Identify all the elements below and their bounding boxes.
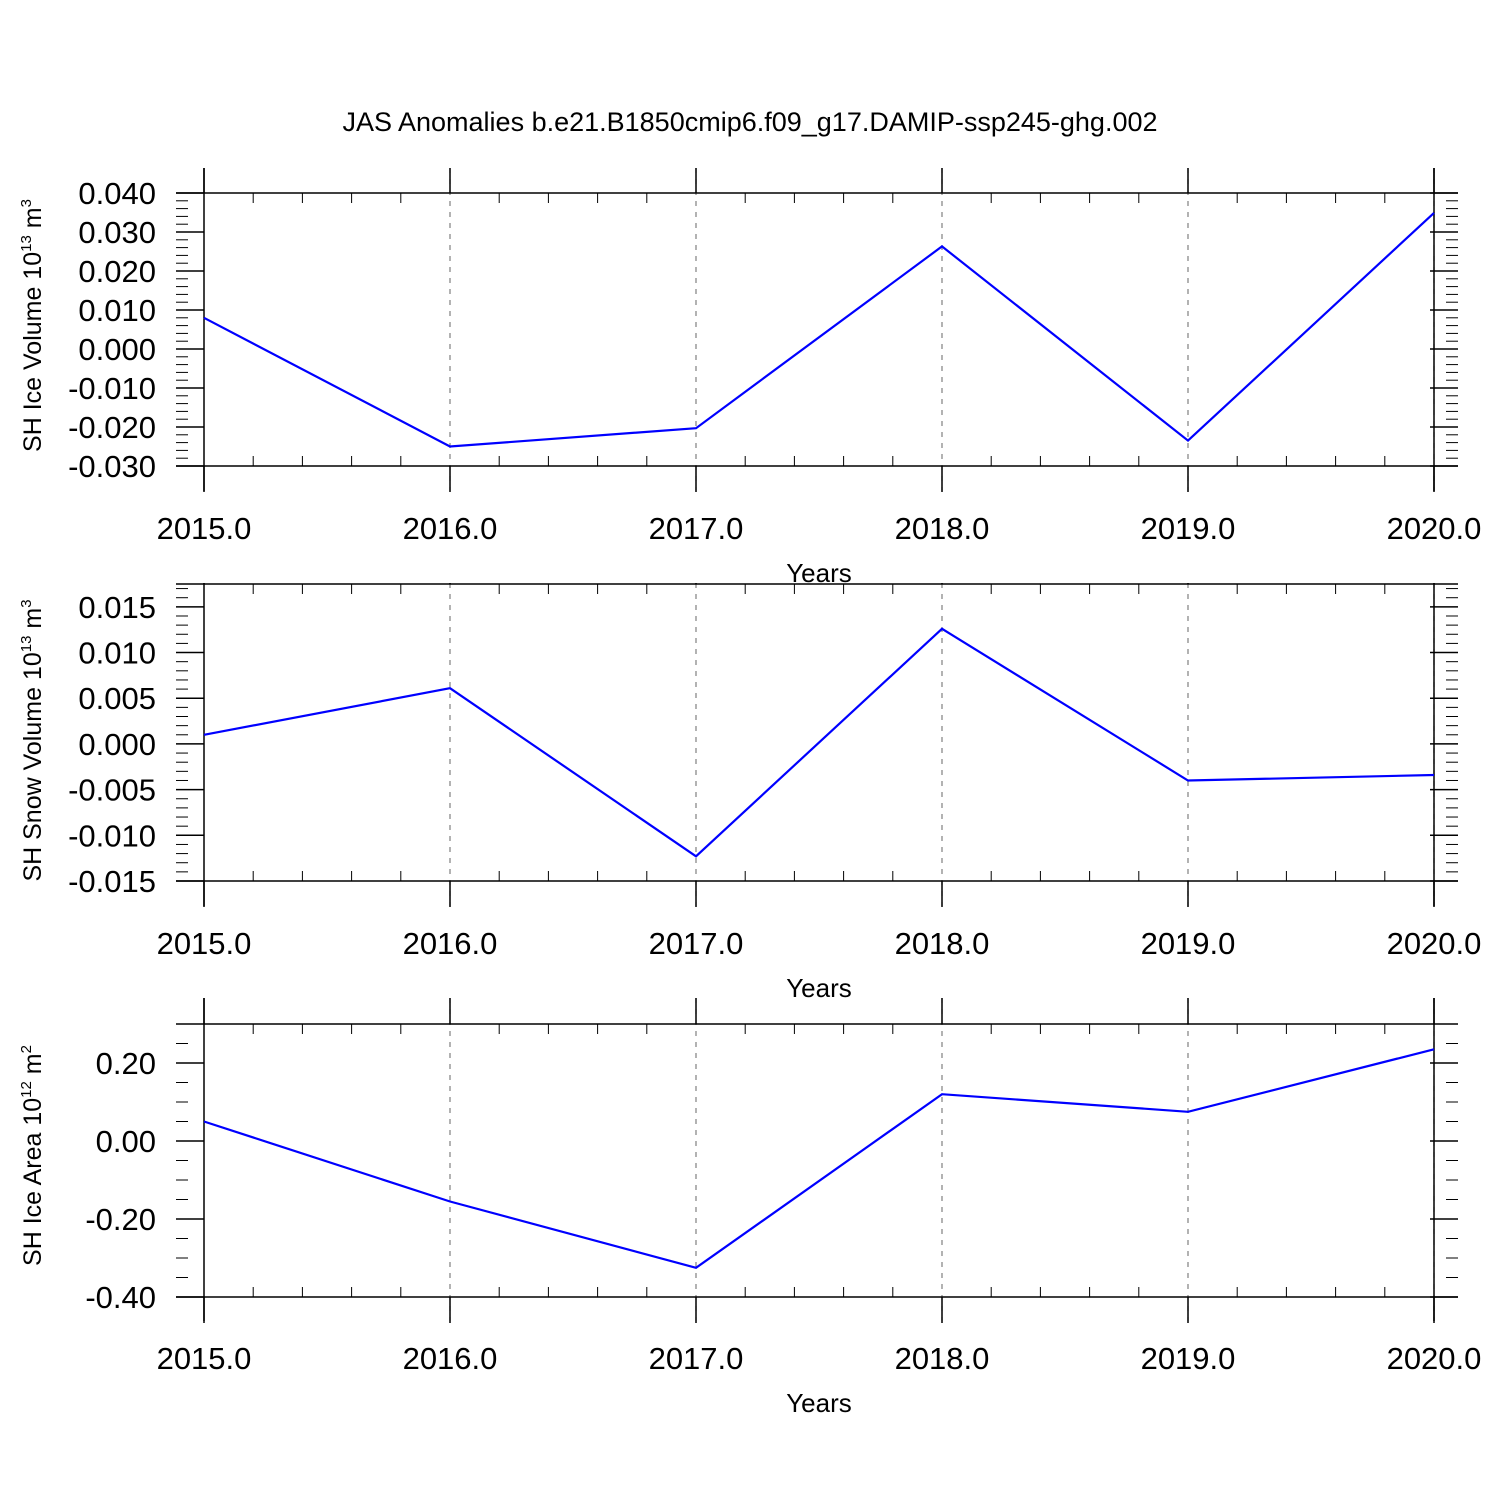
panel-1: 2015.0 2016.0 2017.0 2018.0 2019.0 2020.0 -0.0… bbox=[18, 168, 1481, 588]
y-axis-label-part: 3 bbox=[18, 199, 35, 207]
x-tick-label: 2015.0 bbox=[157, 926, 252, 961]
x-tick-label: 2020.0 bbox=[1387, 511, 1482, 546]
y-tick-label: 0.010 bbox=[78, 636, 156, 671]
y-axis-label-part: SH Snow Volume 10 bbox=[19, 652, 47, 881]
y-axis-label-part: 2 bbox=[18, 1045, 35, 1053]
x-tick-label: 2017.0 bbox=[649, 1341, 744, 1376]
y-axis-label-part: SH Ice Area 10 bbox=[19, 1098, 47, 1266]
x-tick-label: 2016.0 bbox=[403, 511, 498, 546]
x-axis-label: Years bbox=[786, 1388, 852, 1418]
x-tick-label: 2018.0 bbox=[895, 511, 990, 546]
y-axis-label-part: 13 bbox=[18, 235, 35, 252]
y-tick-label: 0.000 bbox=[78, 332, 156, 367]
y-tick-label: 0.020 bbox=[78, 254, 156, 289]
y-tick-label: 0.00 bbox=[96, 1124, 156, 1159]
x-axis-label: Years bbox=[786, 558, 852, 588]
y-tick-label: -0.030 bbox=[68, 449, 156, 484]
x-tick-label: 2018.0 bbox=[895, 926, 990, 961]
y-axis-label-part: m bbox=[19, 207, 47, 235]
y-tick-label: -0.010 bbox=[68, 818, 156, 853]
x-tick-label: 2017.0 bbox=[649, 511, 744, 546]
y-axis-label: SH Ice Volume 1013 m3 bbox=[18, 199, 47, 452]
y-tick-label: 0.010 bbox=[78, 293, 156, 328]
x-tick-label: 2019.0 bbox=[1141, 511, 1236, 546]
y-axis-label-part: 3 bbox=[18, 599, 35, 607]
x-tick-label: 2015.0 bbox=[157, 511, 252, 546]
x-tick-label: 2020.0 bbox=[1387, 1341, 1482, 1376]
y-tick-label: 0.030 bbox=[78, 215, 156, 250]
panels: 2015.0 2016.0 2017.0 2018.0 2019.0 2020.0 -0.0… bbox=[18, 168, 1481, 1418]
y-tick-label: 0.20 bbox=[96, 1046, 156, 1081]
x-tick-label: 2020.0 bbox=[1387, 926, 1482, 961]
y-tick-label: 0.000 bbox=[78, 727, 156, 762]
x-axis-label: Years bbox=[786, 973, 852, 1003]
series-line bbox=[203, 1048, 1435, 1269]
y-tick-label: -0.010 bbox=[68, 371, 156, 406]
y-tick-label: -0.40 bbox=[85, 1280, 156, 1315]
series-line bbox=[203, 212, 1435, 448]
y-tick-label: 0.015 bbox=[78, 590, 156, 625]
x-tick-label: 2019.0 bbox=[1141, 1341, 1236, 1376]
x-tick-label: 2017.0 bbox=[649, 926, 744, 961]
x-tick-label: 2019.0 bbox=[1141, 926, 1236, 961]
y-axis-label-part: m bbox=[19, 608, 47, 636]
panel-3: 2015.0 2016.0 2017.0 2018.0 2019.0 2020.0 -0.4… bbox=[18, 998, 1481, 1418]
x-tick-label: 2018.0 bbox=[895, 1341, 990, 1376]
x-tick-label: 2015.0 bbox=[157, 1341, 252, 1376]
y-axis-label: SH Ice Area 1012 m2 bbox=[18, 1045, 47, 1266]
y-tick-label: -0.020 bbox=[68, 410, 156, 445]
y-tick-label: 0.040 bbox=[78, 176, 156, 211]
y-tick-label: -0.015 bbox=[68, 864, 156, 899]
y-tick-label: -0.005 bbox=[68, 773, 156, 808]
y-axis-label-part: SH Ice Volume 10 bbox=[19, 252, 47, 452]
y-axis-label-part: 13 bbox=[18, 636, 35, 653]
series-line bbox=[203, 627, 1435, 858]
panel-2: 2015.0 2016.0 2017.0 2018.0 2019.0 2020.0 -0.0… bbox=[18, 583, 1481, 1003]
x-tick-label: 2016.0 bbox=[403, 1341, 498, 1376]
y-tick-label: 0.005 bbox=[78, 681, 156, 716]
y-axis-label-part: m bbox=[19, 1053, 47, 1081]
figure-title: JAS Anomalies b.e21.B1850cmip6.f09_g17.D… bbox=[342, 107, 1157, 137]
y-tick-label: -0.20 bbox=[85, 1202, 156, 1237]
y-axis-label-part: 12 bbox=[18, 1081, 35, 1098]
x-tick-label: 2016.0 bbox=[403, 926, 498, 961]
y-axis-label: SH Snow Volume 1013 m3 bbox=[18, 599, 47, 881]
